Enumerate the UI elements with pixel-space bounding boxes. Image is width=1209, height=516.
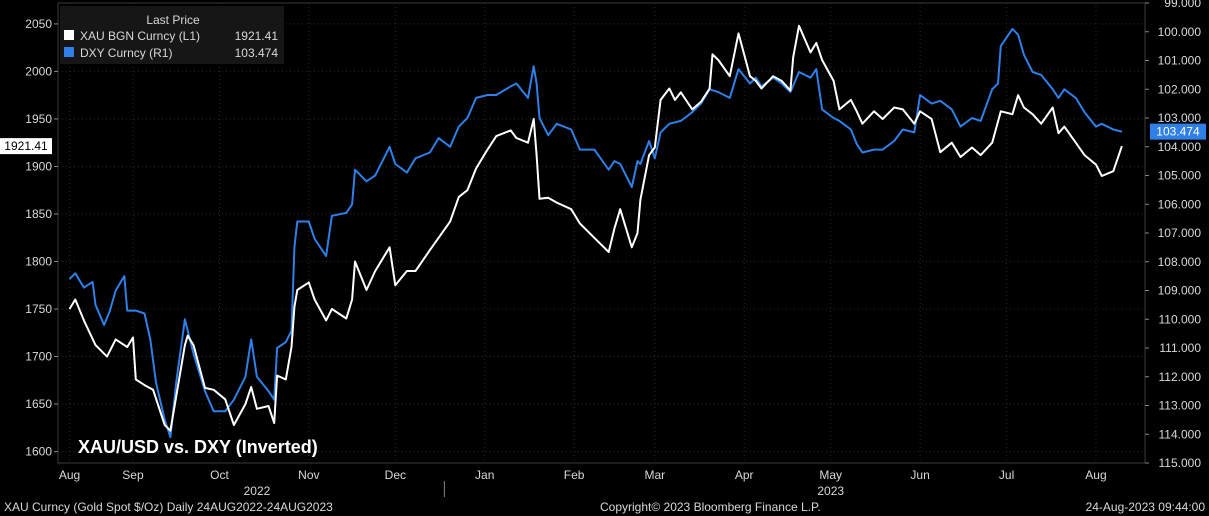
legend-label-dxy: DXY Curncy (R1) [80, 46, 172, 60]
year-label: 2022 [244, 484, 271, 498]
right-tick-label: 113.000 [1159, 399, 1202, 413]
right-tick-label: 100.000 [1158, 25, 1202, 39]
left-tick-label: 1700 [25, 350, 52, 364]
last-price-right: 103.474 [1150, 123, 1206, 140]
series-line-dxy-curncy [68, 27, 1123, 439]
year-label: 2023 [817, 484, 844, 498]
right-tick-label: 101.000 [1158, 54, 1202, 68]
legend-value-dxy: 103.474 [235, 46, 279, 60]
x-tick-label: Jul [999, 468, 1014, 482]
footer-security: XAU Curncy (Gold Spot $/Oz) Daily 24AUG2… [4, 500, 333, 514]
right-tick-label: 103.000 [1158, 111, 1202, 125]
left-tick-label: 1950 [25, 112, 52, 126]
x-tick-label: Aug [59, 468, 80, 482]
x-tick-label: Nov [298, 468, 319, 482]
right-tick-label: 99.000 [1164, 0, 1201, 10]
right-tick-label: 107.000 [1158, 226, 1202, 240]
x-tick-label: Oct [210, 468, 229, 482]
left-tick-label: 1650 [25, 397, 52, 411]
right-axis: 99.000 100.000 101.000 102.000 103.000 104.00… [1145, 0, 1201, 470]
left-tick-label: 1750 [25, 302, 52, 316]
left-tick-label: 1900 [25, 159, 52, 173]
x-tick-label: Mar [645, 468, 666, 482]
left-tick-label: 2050 [25, 17, 52, 31]
right-tick-label: 106.000 [1158, 197, 1202, 211]
x-tick-label: Jan [475, 468, 494, 482]
series-layer [68, 24, 1123, 439]
left-tick-label: 1800 [25, 255, 52, 269]
x-tick-label: May [819, 468, 842, 482]
x-tick-label: Dec [385, 468, 406, 482]
right-tick-label: 111.000 [1159, 341, 1201, 355]
left-tick-label: 1600 [25, 445, 52, 459]
right-tick-label: 108.000 [1158, 255, 1202, 269]
grid-lines [58, 3, 1145, 463]
legend: Last Price XAU BGN Curncy (L1) 1921.41 D… [60, 6, 284, 64]
x-tick-label: Jun [910, 468, 929, 482]
x-axis: Aug Sep Oct Nov Dec Jan Feb Mar Apr May Jun Jul Aug 2… [59, 468, 1107, 498]
chart-title: XAU/USD vs. DXY (Inverted) [78, 437, 318, 457]
right-tick-label: 112.000 [1159, 370, 1202, 384]
legend-box [60, 6, 284, 64]
left-axis: 1600 1650 1700 1750 1800 1850 1900 1950 2000 2050 [25, 17, 58, 459]
right-tick-label: 104.000 [1158, 140, 1202, 154]
plot-area [57, 2, 1146, 464]
right-tick-label: 109.000 [1158, 284, 1202, 298]
legend-value-xau: 1921.41 [235, 29, 279, 43]
right-tick-label: 110.000 [1159, 312, 1202, 326]
right-tick-label: 105.000 [1158, 169, 1202, 183]
x-tick-label: Feb [564, 468, 585, 482]
last-price-left: 1921.41 [0, 138, 52, 155]
legend-header: Last Price [146, 13, 200, 27]
right-tick-label: 114.000 [1159, 427, 1202, 441]
right-tick-label: 115.000 [1159, 456, 1202, 470]
series-line-xau-bgn-curncy [68, 24, 1123, 432]
legend-swatch-xau [64, 30, 74, 40]
legend-swatch-dxy [64, 47, 74, 57]
x-tick-label: Sep [122, 468, 144, 482]
left-tick-label: 1850 [25, 207, 52, 221]
chart: 1600 1650 1700 1750 1800 1850 1900 1950 2000 2050… [0, 0, 1206, 498]
footer-timestamp: 24-Aug-2023 09:44:00 [1085, 500, 1205, 514]
right-tick-label: 102.000 [1158, 82, 1202, 96]
footer: XAU Curncy (Gold Spot $/Oz) Daily 24AUG2… [0, 498, 1209, 516]
x-tick-label: Apr [735, 468, 754, 482]
x-tick-label: Aug [1085, 468, 1106, 482]
left-tick-label: 2000 [25, 64, 52, 78]
last-price-right-label: 103.474 [1156, 125, 1200, 139]
legend-label-xau: XAU BGN Curncy (L1) [80, 29, 200, 43]
footer-copyright: Copyright© 2023 Bloomberg Finance L.P. [600, 500, 821, 514]
last-price-left-label: 1921.41 [4, 139, 48, 153]
